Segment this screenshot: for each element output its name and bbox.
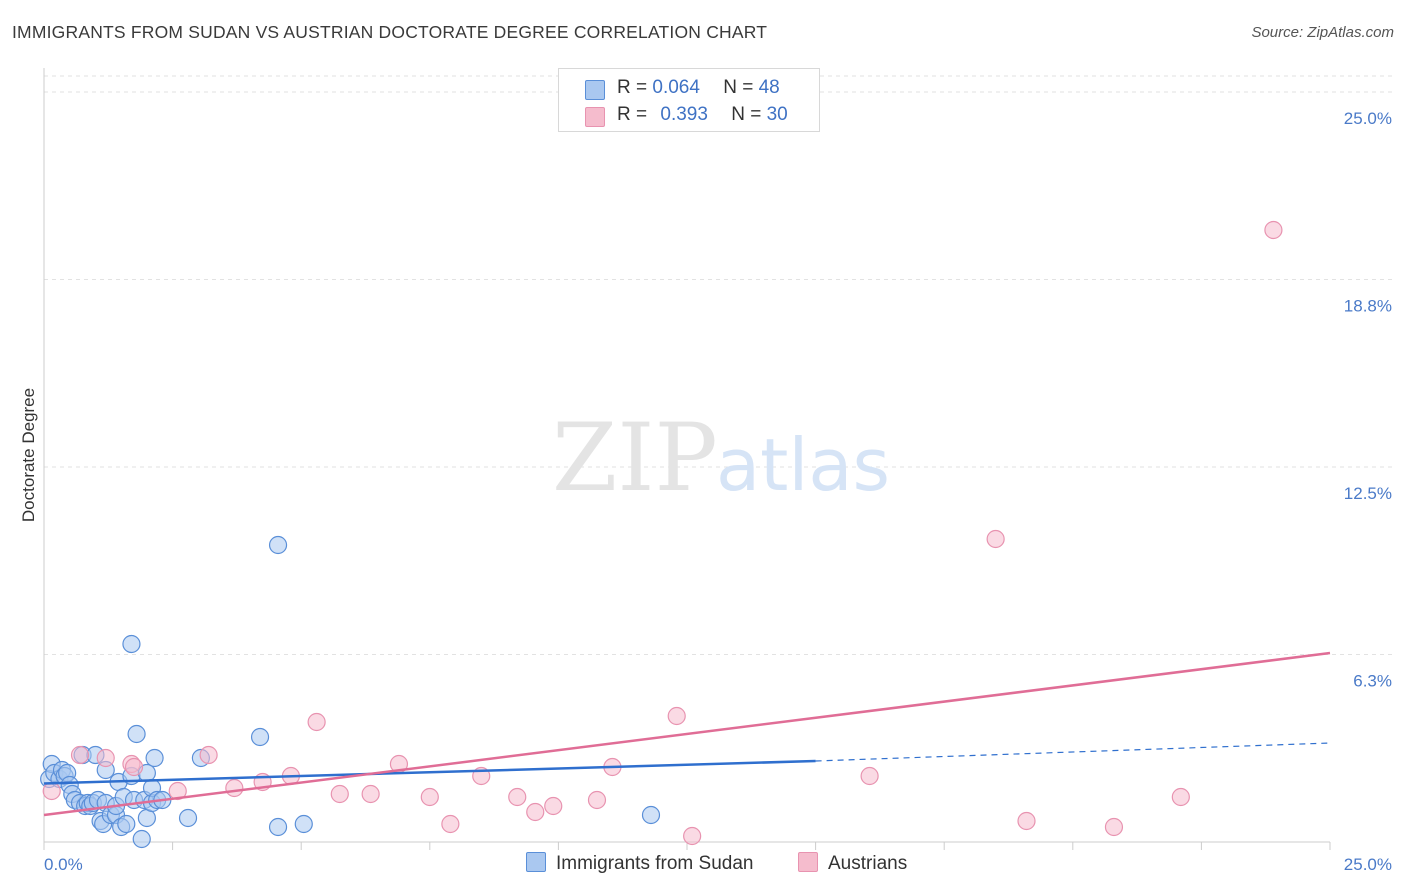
legend-row-austrians: R = 0.393 N = 30 bbox=[585, 104, 788, 127]
austrians-point bbox=[1017, 811, 1036, 831]
austrians-point bbox=[667, 706, 686, 726]
chart-title: IMMIGRANTS FROM SUDAN VS AUSTRIAN DOCTOR… bbox=[12, 22, 768, 42]
y-tick-label: 12.5% bbox=[1344, 484, 1392, 503]
legend-n-label-blue: N = bbox=[723, 77, 759, 98]
austrians-point bbox=[986, 529, 1005, 549]
series-sudan-points bbox=[40, 535, 661, 849]
austrians-point bbox=[544, 796, 563, 816]
bottom-legend-austrians: Austrians bbox=[798, 852, 907, 875]
austrians-point bbox=[526, 802, 545, 822]
sudan-trend-line bbox=[43, 759, 816, 785]
austrians-point bbox=[124, 757, 144, 777]
sudan-point bbox=[268, 817, 288, 837]
bottom-legend-swatch-pink bbox=[798, 852, 818, 872]
austrians-point bbox=[199, 745, 218, 765]
sudan-point bbox=[145, 748, 164, 768]
austrians-point bbox=[1171, 787, 1190, 807]
sudan-point bbox=[294, 814, 313, 834]
bottom-legend-swatch-blue bbox=[526, 852, 546, 872]
austrians-point bbox=[683, 826, 702, 846]
austrians-point bbox=[330, 784, 349, 804]
y-tick-label: 25.0% bbox=[1344, 109, 1392, 128]
austrians-point bbox=[587, 790, 607, 810]
x-tick-label-max: 25.0% bbox=[1344, 855, 1392, 874]
legend-r-value-pink: 0.393 bbox=[660, 104, 708, 125]
austrians-point bbox=[168, 781, 187, 801]
x-tick-label-min: 0.0% bbox=[44, 855, 83, 874]
legend-r-label-pink: R = bbox=[617, 104, 653, 125]
legend-row-sudan: R = 0.064 N = 48 bbox=[585, 77, 780, 100]
sudan-point bbox=[250, 727, 270, 747]
bottom-legend-label-sudan: Immigrants from Sudan bbox=[556, 853, 754, 874]
sudan-point bbox=[117, 814, 136, 834]
austrians-point bbox=[70, 745, 90, 765]
x-axis-ticks bbox=[43, 842, 1331, 850]
legend-r-value-blue: 0.064 bbox=[652, 77, 700, 98]
austrians-point bbox=[307, 712, 326, 732]
legend-n-value-blue: 48 bbox=[758, 77, 780, 98]
legend-swatch-blue bbox=[585, 80, 605, 100]
austrians-point bbox=[96, 748, 115, 768]
bottom-legend-sudan: Immigrants from Sudan bbox=[526, 852, 753, 875]
y-axis-tick-labels: 6.3% 12.5% 18.8% 25.0% bbox=[1344, 109, 1392, 691]
austrians-trend-line bbox=[43, 651, 1331, 817]
y-axis-label: Doctorate Degree bbox=[19, 388, 38, 522]
watermark: ZIP atlas bbox=[552, 404, 890, 513]
trend-lines bbox=[43, 651, 1331, 817]
watermark-atlas: atlas bbox=[716, 423, 890, 507]
chart-source: Source: ZipAtlas.com bbox=[1251, 24, 1394, 41]
sudan-point bbox=[268, 535, 288, 555]
austrians-point bbox=[1104, 817, 1124, 837]
legend-n-label-pink: N = bbox=[731, 104, 767, 125]
austrians-point bbox=[860, 766, 879, 786]
sudan-point bbox=[132, 829, 151, 849]
sudan-point bbox=[178, 808, 198, 828]
y-tick-label: 6.3% bbox=[1353, 672, 1392, 691]
legend-r-label-blue: R = bbox=[617, 77, 653, 98]
austrians-point bbox=[225, 778, 244, 798]
y-tick-label: 18.8% bbox=[1344, 297, 1392, 316]
watermark-zip: ZIP bbox=[552, 404, 718, 513]
bottom-legend-label-austrians: Austrians bbox=[828, 853, 908, 874]
grid-lines bbox=[44, 75, 1392, 655]
legend-n-value-pink: 30 bbox=[766, 104, 788, 125]
austrians-point bbox=[508, 787, 527, 807]
sudan-trend-extension bbox=[815, 742, 1331, 762]
sudan-point bbox=[641, 805, 661, 825]
austrians-point bbox=[420, 787, 439, 807]
austrians-point bbox=[361, 784, 380, 804]
sudan-point bbox=[122, 634, 141, 654]
legend-swatch-pink bbox=[585, 107, 605, 127]
austrians-point bbox=[42, 781, 61, 801]
legend: R = 0.064 N = 48 R = 0.393 N = 30 bbox=[558, 68, 820, 132]
austrians-point bbox=[1264, 220, 1283, 240]
sudan-point bbox=[127, 724, 146, 744]
austrians-point bbox=[441, 814, 460, 834]
